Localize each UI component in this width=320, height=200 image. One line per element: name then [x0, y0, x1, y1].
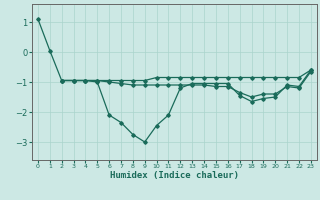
X-axis label: Humidex (Indice chaleur): Humidex (Indice chaleur) [110, 171, 239, 180]
